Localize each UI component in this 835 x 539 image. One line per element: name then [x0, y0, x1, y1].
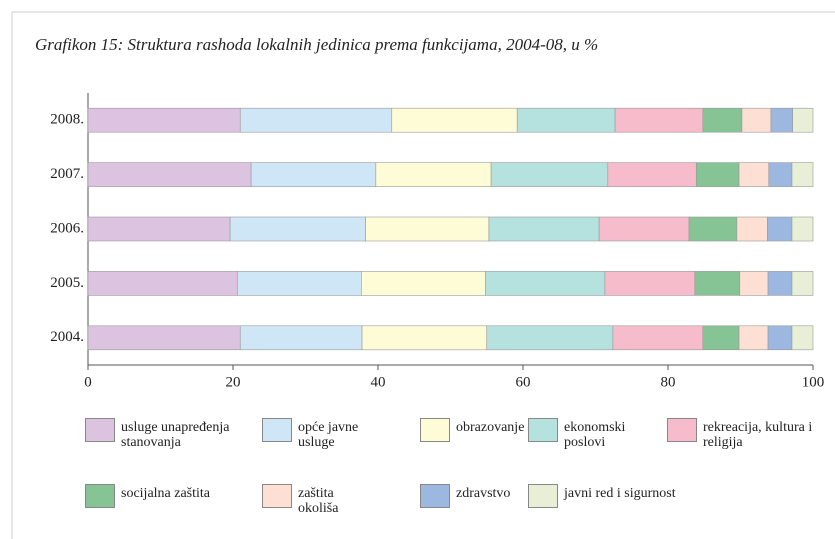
- bar-segment: [87, 325, 241, 351]
- bar-segment: [702, 107, 743, 133]
- bar-segment: [486, 325, 614, 351]
- legend-label: obrazovanje: [456, 420, 525, 435]
- bar-segment: [741, 107, 772, 133]
- legend-swatch: [528, 484, 558, 508]
- legend-swatch: [667, 418, 697, 442]
- bar-segment: [87, 107, 241, 133]
- bar-segment: [250, 162, 377, 187]
- bar-segment: [738, 162, 770, 187]
- legend-item: zaštita okoliša: [262, 484, 358, 516]
- y-tick-label: 2004.: [50, 329, 84, 345]
- legend-swatch: [420, 418, 450, 442]
- legend-swatch: [528, 418, 558, 442]
- x-tick-label: 40: [371, 374, 386, 390]
- legend-label: rekreacija, kultura i religija: [703, 420, 813, 450]
- x-tick-label: 60: [516, 374, 531, 390]
- bar-segment: [736, 216, 768, 242]
- legend-swatch: [262, 418, 292, 442]
- frame: [11, 11, 835, 539]
- bar-segment: [365, 216, 490, 242]
- bar-segment: [237, 271, 362, 296]
- bar-segment: [604, 271, 696, 296]
- bar-segment: [695, 162, 740, 187]
- bar-segment: [791, 162, 814, 187]
- bar-segment: [791, 216, 814, 242]
- bar-segment: [87, 216, 231, 242]
- legend-swatch: [85, 484, 115, 508]
- legend-swatch: [85, 418, 115, 442]
- legend-label: opće javne usluge: [298, 420, 359, 450]
- y-tick-label: 2007.: [50, 166, 84, 182]
- bar-segment: [87, 271, 238, 296]
- bar-segment: [488, 216, 600, 242]
- legend-label: zdravstvo: [456, 486, 511, 501]
- legend-label: zaštita okoliša: [298, 486, 339, 516]
- bar-segment: [375, 162, 492, 187]
- bar-segment: [770, 107, 794, 133]
- bar-segment: [361, 325, 488, 351]
- legend-item: rekreacija, kultura i religija: [667, 418, 833, 450]
- bar-segment: [738, 325, 769, 351]
- x-tick-label: 80: [661, 374, 676, 390]
- y-tick-label: 2006.: [50, 220, 84, 236]
- bar-segment: [484, 271, 606, 296]
- bar-segment: [361, 271, 486, 296]
- y-tick-label: 2008.: [50, 112, 84, 128]
- y-tick-label: 2005.: [50, 275, 84, 291]
- legend-item: socijalna zaštita: [85, 484, 261, 508]
- legend-swatch: [420, 484, 450, 508]
- legend-item: ekonomski poslovi: [528, 418, 649, 450]
- bar-segment: [688, 216, 738, 242]
- legend-label: javni red i sigurnost: [564, 486, 676, 501]
- x-tick-label: 20: [226, 374, 241, 390]
- bar-segment: [229, 216, 366, 242]
- bar-segment: [516, 107, 616, 133]
- bar-segment: [767, 216, 793, 242]
- legend-label: usluge unapređenja stanovanja: [121, 420, 230, 450]
- chart-title: Grafikon 15: Struktura rashoda lokalnih …: [35, 35, 598, 54]
- legend-item: obrazovanje: [420, 418, 556, 442]
- bar-segment: [702, 325, 740, 351]
- bar-segment: [767, 325, 793, 351]
- legend-swatch: [262, 484, 292, 508]
- legend-label: socijalna zaštita: [121, 486, 211, 501]
- bar-segment: [694, 271, 741, 296]
- bar-segment: [739, 271, 769, 296]
- bar-segment: [791, 271, 814, 296]
- bar-segment: [767, 271, 793, 296]
- bar-segment: [791, 325, 814, 351]
- bar-segment: [614, 107, 704, 133]
- x-tick-label: 100: [802, 374, 825, 390]
- x-tick-label: 0: [84, 374, 92, 390]
- bar-segment: [239, 107, 393, 133]
- bar-segment: [87, 162, 252, 187]
- legend-label: ekonomski poslovi: [564, 420, 626, 450]
- bar-segment: [598, 216, 690, 242]
- bar-segment: [792, 107, 814, 133]
- bar-segment: [612, 325, 704, 351]
- bar-segment: [239, 325, 363, 351]
- bar-segment: [607, 162, 697, 187]
- legend-item: javni red i sigurnost: [528, 484, 734, 508]
- legend-item: usluge unapređenja stanovanja: [85, 418, 271, 450]
- legend-item: opće javne usluge: [262, 418, 388, 450]
- bar-segment: [391, 107, 518, 133]
- bar-segment: [490, 162, 609, 187]
- legend-item: zdravstvo: [420, 484, 556, 508]
- bar-segment: [768, 162, 793, 187]
